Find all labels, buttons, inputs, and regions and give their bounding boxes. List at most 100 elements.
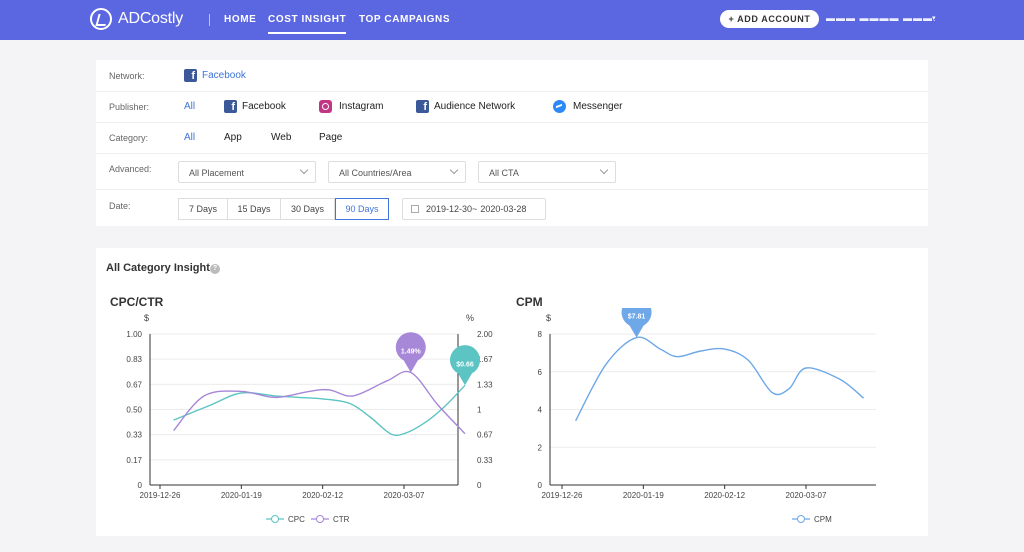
- publisher-facebook[interactable]: f Facebook: [224, 100, 286, 113]
- category-web[interactable]: Web: [271, 132, 292, 143]
- x-tick-label: 2020-03-07: [384, 491, 425, 500]
- instagram-icon: [319, 100, 332, 113]
- network-value: Facebook: [202, 70, 246, 81]
- left-tick-label: 0.33: [126, 431, 142, 440]
- category-all[interactable]: All: [184, 132, 196, 143]
- publisher-all[interactable]: All: [184, 101, 196, 112]
- category-page[interactable]: Page: [319, 132, 343, 143]
- left-tick-label: 1.00: [126, 330, 142, 339]
- calendar-icon: [411, 205, 419, 213]
- logo-icon: [90, 8, 112, 30]
- y-axis-unit: $: [546, 313, 551, 323]
- chevron-down-icon: [599, 165, 609, 175]
- nav-cost-insight[interactable]: COST INSIGHT: [268, 14, 347, 34]
- ctr-peak-label: 1.49%: [401, 349, 422, 356]
- right-tick-label: 1.33: [477, 380, 493, 389]
- publisher-messenger[interactable]: Messenger: [553, 100, 622, 113]
- help-icon[interactable]: ?: [210, 264, 220, 274]
- cpc-peak-marker: [450, 345, 481, 386]
- countries-select[interactable]: All Countries/Area: [328, 161, 466, 183]
- y-tick-label: 2: [538, 443, 543, 452]
- publisher-audience-network[interactable]: f Audience Network: [416, 100, 515, 113]
- publisher-facebook-label: Facebook: [242, 101, 286, 112]
- placement-select[interactable]: All Placement: [178, 161, 316, 183]
- nav-top-campaigns[interactable]: TOP CAMPAIGNS: [359, 14, 451, 25]
- cpc-ctr-chart-title: CPC/CTR: [110, 295, 164, 309]
- chevron-down-icon[interactable]: ▾: [932, 15, 936, 22]
- right-axis-unit: %: [466, 313, 474, 323]
- x-tick-label: 2019-12-26: [542, 491, 583, 500]
- messenger-icon: [553, 100, 566, 113]
- cpm-chart-title: CPM: [516, 295, 543, 309]
- right-tick-label: 1.67: [477, 355, 493, 364]
- countries-select-value: All Countries/Area: [339, 168, 412, 178]
- category-app[interactable]: App: [224, 132, 242, 143]
- placement-select-value: All Placement: [189, 168, 245, 178]
- add-account-button[interactable]: + ADD ACCOUNT: [720, 10, 819, 28]
- publisher-label: Publisher:: [109, 102, 150, 112]
- x-tick-label: 2020-02-12: [302, 491, 343, 500]
- user-account-menu[interactable]: ▬▬▬ ▬▬▬▬ ▬▬▬.: [826, 13, 937, 23]
- publisher-messenger-label: Messenger: [573, 101, 623, 112]
- insight-panel: All Category Insight ? CPC/CTR CPM $% 1.0…: [96, 248, 928, 536]
- publisher-instagram[interactable]: Instagram: [319, 100, 383, 113]
- cpm-peak-label: $7.81: [628, 314, 646, 321]
- x-tick-label: 2020-01-19: [623, 491, 664, 500]
- brand-logo[interactable]: ADCostly: [90, 8, 183, 30]
- cpm-line: [574, 336, 865, 422]
- left-tick-label: 0.17: [126, 456, 142, 465]
- date-range-start: 2019-12-30: [426, 204, 473, 214]
- date-7-days-button[interactable]: 7 Days: [178, 198, 228, 220]
- network-row: Network: f Facebook: [96, 60, 928, 92]
- nav-separator: [209, 14, 210, 26]
- cpc-legend-marker: [271, 515, 279, 523]
- publisher-instagram-label: Instagram: [339, 101, 384, 112]
- network-label: Network:: [109, 71, 145, 81]
- date-range-separator: ~: [472, 204, 478, 214]
- ctr-legend-marker: [316, 515, 324, 523]
- category-label: Category:: [109, 133, 149, 143]
- category-row: Category: All App Web Page: [96, 122, 928, 154]
- y-tick-label: 8: [538, 330, 543, 339]
- cpc-line: [173, 384, 466, 437]
- left-tick-label: 0.50: [126, 406, 142, 415]
- y-tick-label: 0: [538, 481, 543, 490]
- cta-select-value: All CTA: [489, 168, 519, 178]
- cpc-ctr-chart: $ % 1.00 0.83 0.67 0.50 0.33 0.17 0 2.00 1.67 1.33 1…: [126, 313, 493, 524]
- x-tick-label: 2020-02-12: [704, 491, 745, 500]
- ctr-line: [173, 370, 466, 435]
- ctr-legend-label: CTR: [333, 515, 350, 524]
- right-tick-label: 0.33: [477, 456, 493, 465]
- right-tick-label: 0.67: [477, 431, 493, 440]
- nav-home[interactable]: HOME: [224, 14, 257, 25]
- date-15-days-button[interactable]: 15 Days: [227, 198, 281, 220]
- cpc-legend-label: CPC: [288, 515, 305, 524]
- y-tick-label: 6: [538, 368, 543, 377]
- cpm-legend-marker: [797, 515, 805, 523]
- date-range-picker[interactable]: 2019-12-30 ~ 2020-03-28: [402, 198, 546, 220]
- cta-select[interactable]: All CTA: [478, 161, 616, 183]
- chevron-down-icon: [299, 165, 309, 175]
- right-tick-label: 0: [477, 481, 482, 490]
- insight-title: All Category Insight: [106, 262, 210, 274]
- left-tick-label: 0: [138, 481, 143, 490]
- x-tick-label: 2020-03-07: [786, 491, 827, 500]
- left-tick-label: 0.67: [126, 380, 142, 389]
- filter-panel: Network: f Facebook Publisher: All f Fac…: [96, 60, 928, 226]
- x-tick-label: 2020-01-19: [221, 491, 262, 500]
- date-label: Date:: [109, 201, 131, 211]
- right-tick-label: 1: [477, 406, 482, 415]
- top-navbar: ADCostly HOME COST INSIGHT TOP CAMPAIGNS…: [0, 0, 1024, 40]
- x-tick-label: 2019-12-26: [140, 491, 181, 500]
- date-range-end: 2020-03-28: [480, 204, 527, 214]
- logo-text: ADCostly: [118, 10, 184, 27]
- network-facebook[interactable]: f Facebook: [184, 69, 246, 82]
- facebook-icon: f: [416, 100, 429, 113]
- publisher-audience-network-label: Audience Network: [434, 101, 516, 112]
- right-tick-label: 2.00: [477, 330, 493, 339]
- facebook-icon: f: [184, 69, 197, 82]
- date-30-days-button[interactable]: 30 Days: [280, 198, 335, 220]
- date-90-days-button[interactable]: 90 Days: [335, 198, 389, 220]
- publisher-row: Publisher: All f Facebook Instagram f Au…: [96, 91, 928, 123]
